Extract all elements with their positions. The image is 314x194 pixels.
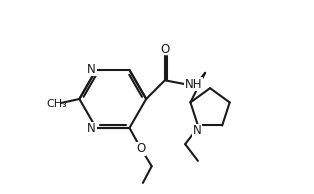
Text: N: N <box>87 62 96 75</box>
Text: CH₃: CH₃ <box>47 99 68 109</box>
Text: N: N <box>193 125 202 138</box>
Text: O: O <box>160 43 170 56</box>
Text: NH: NH <box>185 78 202 91</box>
Text: O: O <box>136 142 145 155</box>
Text: N: N <box>87 122 96 135</box>
